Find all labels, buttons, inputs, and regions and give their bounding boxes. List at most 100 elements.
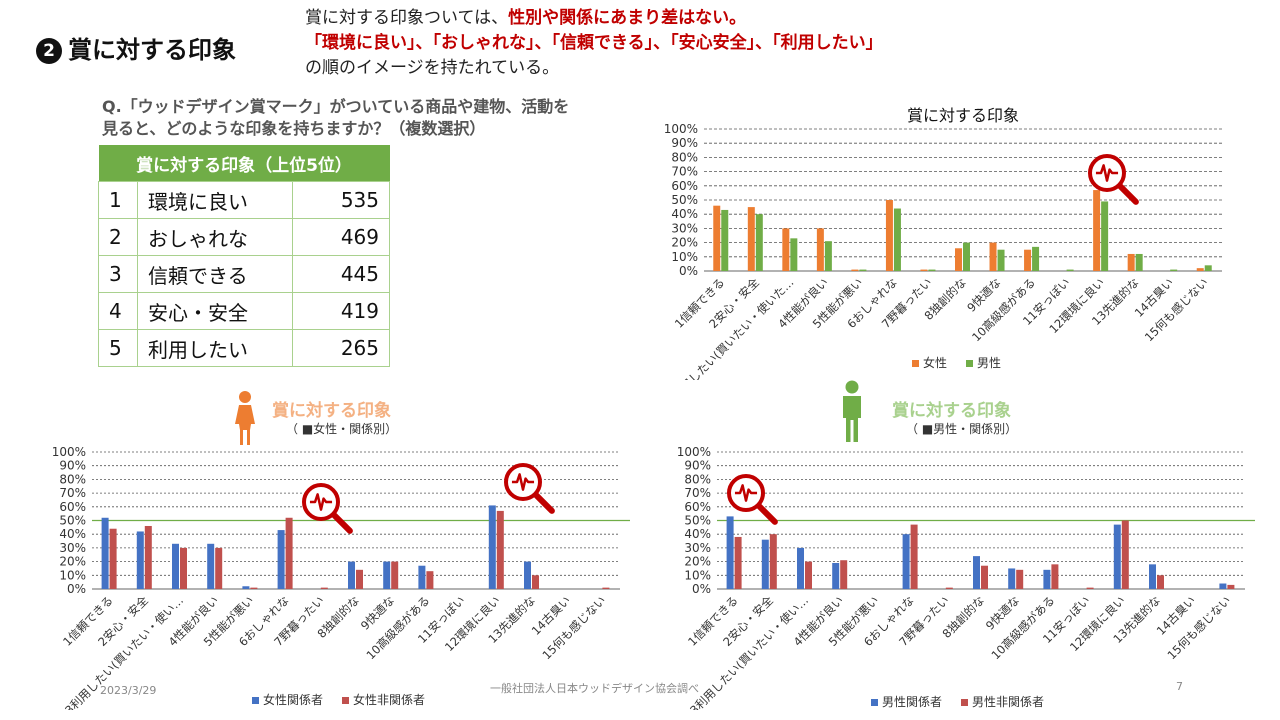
magnifier-lens [727,474,765,512]
summary-text: 賞に対する印象ついては、性別や関係にあまり差はない。 「環境に良い」、「おしゃれ… [305,6,883,81]
bar [713,205,721,271]
name-cell: 安心・安全 [137,292,293,330]
bar [1227,584,1235,589]
bar [734,536,742,589]
y-tick-label: 80% [684,472,711,486]
footer-date: 2023/3/29 [100,684,157,697]
bar [136,531,144,589]
bar [207,543,215,589]
bar [250,587,258,589]
bar [761,539,769,589]
y-tick-label: 80% [671,150,698,164]
magnifier-icon [504,463,555,514]
y-tick-label: 90% [671,136,698,150]
bar [920,269,928,271]
legend-swatch [912,360,919,367]
legend-label: 男性非関係者 [972,695,1044,709]
summary-line2: 「環境に良い」、「おしゃれな」、「信頼できる」、「安心安全」、「利用したい」 [305,33,883,53]
y-tick-label: 100% [677,445,711,459]
bar [859,269,867,271]
name-cell: 利用したい [137,329,293,367]
table-row: 2 おしゃれな 469 [98,218,390,256]
bar [1196,268,1204,271]
y-tick-label: 40% [684,527,711,541]
summary-line1: 賞に対する印象ついては、 [305,8,509,28]
bar [488,505,496,589]
bar [805,561,812,589]
magnifier-icon [1088,154,1139,205]
chart-title: 賞に対する印象 [907,106,1019,125]
summary-line1-emphasis: 性別や関係にあまり差はない。 [508,8,747,28]
bar [755,214,763,271]
bar [928,269,936,271]
y-tick-label: 10% [671,250,698,264]
y-tick-label: 50% [59,514,86,528]
bar [1101,201,1109,271]
y-tick-label: 60% [671,179,698,193]
male-chart-label: 賞に対する印象 [892,401,1011,421]
survey-question: Q.「ウッドデザイン賞マーク」がついている商品や建物、活動を見ると、どのような印… [102,97,570,138]
bar [945,587,953,589]
bar [1219,583,1227,589]
y-tick-label: 70% [671,165,698,179]
male-chart-sublabel: （ ■男性・関係別） [906,422,1018,436]
y-tick-label: 90% [59,459,86,473]
legend-label: 女性非関係者 [353,692,425,707]
bar [180,547,187,589]
legend-swatch [871,699,878,706]
name-cell: 環境に良い [137,181,293,219]
bar [840,560,848,589]
magnifier-wave [734,484,758,502]
bar [902,534,910,589]
bar [524,561,531,589]
legend-swatch [342,697,349,704]
bar [215,547,223,589]
bar [885,200,893,271]
bar [981,565,988,589]
magnifier-handle [531,490,555,514]
legend-label: 女性 [923,355,947,370]
y-tick-label: 50% [671,193,698,207]
bar [1170,269,1178,271]
chart-gender: 0%10%20%30%40%50%60%70%80%90%100%1信頼できる2… [664,106,1222,380]
female-chart-label: 賞に対する印象 [272,401,391,421]
bar [963,242,970,271]
table-row: 5 利用したい 265 [98,329,390,367]
y-tick-label: 20% [684,555,711,569]
y-tick-label: 90% [684,459,711,473]
rank-cell: 5 [98,329,138,367]
bar [172,543,179,589]
footer-source: 一般社団法人日本ウッドデザイン協会調べ [490,682,699,695]
rank-cell: 1 [98,181,138,219]
magnifier-handle [1115,181,1139,205]
y-tick-label: 30% [684,541,711,555]
footer-page: 7 [1176,680,1183,693]
bar [1016,569,1024,589]
bar [242,586,250,589]
bar [989,242,997,271]
bar [1093,190,1101,271]
bar [782,228,790,271]
bar [893,208,901,271]
bar [797,547,804,589]
y-tick-label: 40% [59,527,86,541]
magnifier-handle [754,501,778,525]
table-row: 3 信頼できる 445 [98,255,390,293]
female-person-icon [235,391,255,445]
y-tick-label: 60% [684,500,711,514]
legend-label: 男性 [977,356,1001,370]
bar [824,241,832,271]
y-tick-label: 30% [59,541,86,555]
magnifier-icon [727,474,778,525]
value-cell: 265 [292,329,390,367]
y-tick-label: 50% [684,514,711,528]
y-tick-label: 20% [59,555,86,569]
bar [769,534,777,589]
bar [1113,524,1121,589]
bar [1043,569,1051,589]
bar [496,510,504,589]
legend-swatch [966,360,973,367]
legend-label: 男性関係者 [882,695,942,709]
name-cell: おしゃれな [137,218,293,256]
chart-female-relation: 0%10%20%30%40%50%60%70%80%90%100%1信頼できる2… [52,445,630,710]
